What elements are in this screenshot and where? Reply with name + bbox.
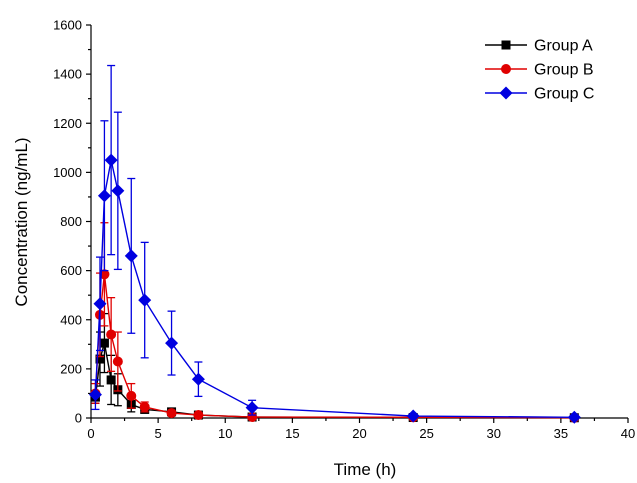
- y-tick-label: 400: [60, 312, 82, 327]
- x-tick-label: 35: [554, 426, 568, 441]
- data-point: [567, 410, 581, 424]
- legend-marker: [501, 40, 511, 50]
- data-point: [88, 388, 102, 402]
- legend-marker: [501, 64, 511, 74]
- y-tick-label: 1000: [53, 165, 82, 180]
- data-point: [166, 408, 177, 419]
- legend-item-group-b: Group B: [485, 62, 594, 79]
- y-tick-label: 1400: [53, 67, 82, 82]
- x-tick-label: 40: [621, 426, 635, 441]
- data-point: [138, 293, 152, 307]
- x-tick-label: 0: [87, 426, 94, 441]
- legend: Group A Group B Group C: [485, 38, 594, 103]
- data-point: [191, 372, 205, 386]
- x-tick-label: 25: [419, 426, 433, 441]
- legend-item-group-c: Group C: [485, 86, 594, 103]
- series-layer: [88, 64, 581, 424]
- axes: 0 5 10 15 20 25 30 35 40020040060080010001200140…: [53, 18, 635, 442]
- x-tick-label: 10: [218, 426, 232, 441]
- data-point: [111, 184, 125, 198]
- legend-label: Group C: [534, 86, 594, 103]
- series-line: [94, 342, 575, 419]
- series-line: [94, 274, 575, 419]
- legend-item-group-a: Group A: [485, 38, 593, 55]
- data-point: [193, 410, 204, 421]
- series-group-c: [88, 64, 581, 424]
- data-point: [406, 409, 420, 423]
- data-point: [165, 336, 179, 350]
- series-group-b: [90, 222, 580, 423]
- x-axis-title: Time (h): [334, 460, 397, 479]
- data-point: [93, 297, 107, 311]
- y-tick-label: 200: [60, 361, 82, 376]
- y-tick-label: 1600: [53, 18, 82, 33]
- data-point: [245, 401, 259, 415]
- y-tick-label: 1200: [53, 116, 82, 131]
- legend-label: Group A: [534, 38, 593, 55]
- y-tick-label: 600: [60, 263, 82, 278]
- x-tick-label: 20: [352, 426, 366, 441]
- data-point: [97, 189, 111, 203]
- data-point: [106, 329, 117, 340]
- x-tick-label: 30: [487, 426, 501, 441]
- data-point: [95, 354, 105, 364]
- y-tick-label: 0: [75, 411, 82, 426]
- legend-marker: [499, 86, 513, 100]
- data-point: [106, 375, 116, 385]
- y-axis-title: Concentration (ng/mL): [12, 137, 31, 306]
- legend-label: Group B: [534, 62, 594, 79]
- data-point: [139, 401, 150, 412]
- data-point: [126, 390, 137, 401]
- x-tick-label: 15: [285, 426, 299, 441]
- data-point: [99, 338, 109, 348]
- x-tick-label: 5: [155, 426, 162, 441]
- y-tick-label: 800: [60, 214, 82, 229]
- data-point: [112, 356, 123, 367]
- data-point: [104, 153, 118, 167]
- data-point: [124, 249, 138, 263]
- series-line: [94, 159, 575, 418]
